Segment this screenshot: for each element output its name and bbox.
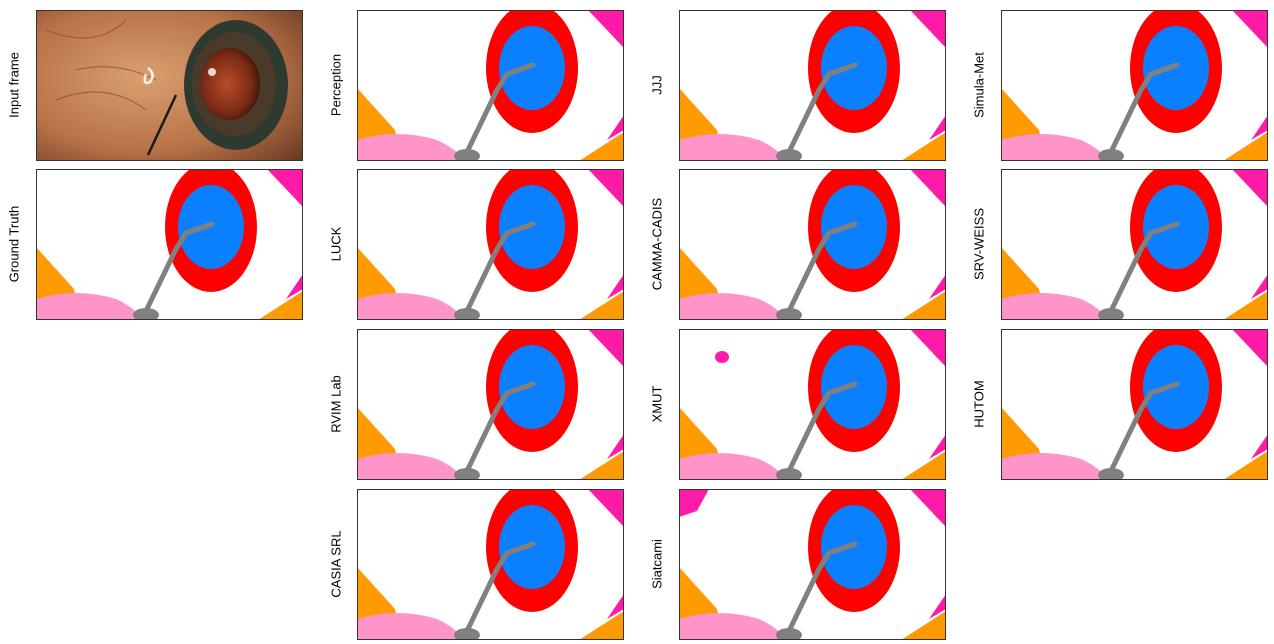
simula-mask: [1001, 10, 1268, 161]
camma-mask: [679, 169, 946, 320]
ground-truth-mask: [36, 169, 303, 320]
panel-label-perception: Perception: [328, 53, 344, 117]
panel-label-camma: CAMMA-CADIS: [649, 197, 665, 291]
panel-label-input: Input frame: [6, 52, 22, 118]
xmut-mask: [679, 329, 946, 480]
panel-label-srv: SRV-WEISS: [971, 207, 987, 281]
panel-label-luck: LUCK: [328, 226, 344, 262]
luck-mask: [357, 169, 624, 320]
panel-label-jjj: JJJ: [649, 75, 665, 95]
panel-label-siatcami: Siatcami: [649, 539, 665, 589]
perception-mask: [357, 10, 624, 161]
panel-label-rvim: RVIM Lab: [328, 375, 344, 433]
panel-label-simula: Simula-Met: [971, 52, 987, 118]
panel-label-hutom: HUTOM: [971, 380, 987, 428]
panel-label-gt: Ground Truth: [6, 205, 22, 283]
panel-label-casia: CASIA SRL: [328, 530, 344, 598]
hutom-mask: [1001, 329, 1268, 480]
panel-label-xmut: XMUT: [649, 385, 665, 423]
siatcami-mask: [679, 489, 946, 640]
srv-mask: [1001, 169, 1268, 320]
input-frame-image: [36, 10, 303, 161]
rvim-mask: [357, 329, 624, 480]
jjj-mask: [679, 10, 946, 161]
casia-mask: [357, 489, 624, 640]
